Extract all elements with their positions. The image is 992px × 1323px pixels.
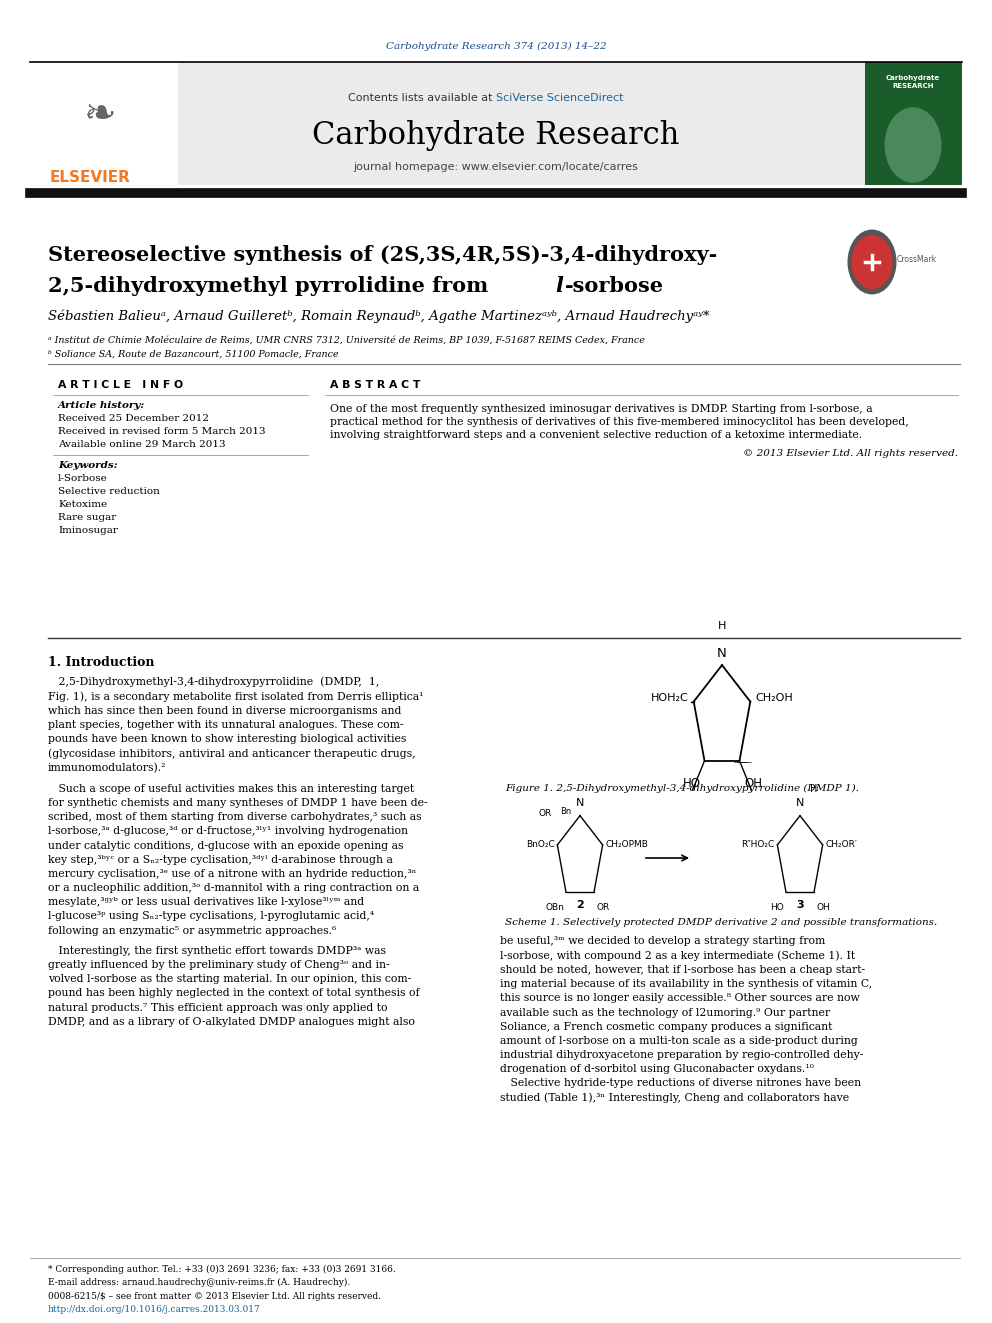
Text: Ketoxime: Ketoxime bbox=[58, 500, 107, 509]
Text: CH₂OPMB: CH₂OPMB bbox=[605, 840, 649, 849]
Text: N: N bbox=[717, 647, 727, 660]
Text: SciVerse ScienceDirect: SciVerse ScienceDirect bbox=[496, 93, 624, 103]
Text: CH₂OH: CH₂OH bbox=[755, 693, 793, 703]
Text: H: H bbox=[718, 620, 726, 631]
Text: BnO₂C: BnO₂C bbox=[526, 840, 555, 849]
Text: involving straightforward steps and a convenient selective reduction of a ketoxi: involving straightforward steps and a co… bbox=[330, 430, 862, 441]
Text: Contents lists available at: Contents lists available at bbox=[348, 93, 496, 103]
Text: Iminosugar: Iminosugar bbox=[58, 527, 118, 534]
Text: Article history:: Article history: bbox=[58, 401, 145, 410]
Text: Stereoselective synthesis of (2S,3S,4R,5S)-3,4-dihydroxy-: Stereoselective synthesis of (2S,3S,4R,5… bbox=[48, 245, 717, 265]
Circle shape bbox=[852, 235, 892, 288]
Text: Carbohydrate Research: Carbohydrate Research bbox=[312, 120, 680, 151]
Text: HOH₂C: HOH₂C bbox=[651, 693, 688, 703]
Text: 1. Introduction: 1. Introduction bbox=[48, 656, 155, 669]
Text: HO: HO bbox=[682, 777, 700, 790]
Text: Such a scope of useful activities makes this an interesting target
for synthetic: Such a scope of useful activities makes … bbox=[48, 785, 428, 935]
FancyBboxPatch shape bbox=[30, 62, 178, 185]
Circle shape bbox=[848, 230, 896, 294]
Text: 0008-6215/$ – see front matter © 2013 Elsevier Ltd. All rights reserved.: 0008-6215/$ – see front matter © 2013 El… bbox=[48, 1293, 381, 1301]
Text: R″HO₂C: R″HO₂C bbox=[741, 840, 775, 849]
Text: l-Sorbose: l-Sorbose bbox=[58, 474, 108, 483]
Text: H: H bbox=[809, 785, 817, 795]
Text: Figure 1. 2,5-Dihydroxymethyl-3,4-dihydroxypyrrolidine (DMDP 1).: Figure 1. 2,5-Dihydroxymethyl-3,4-dihydr… bbox=[505, 785, 859, 792]
Text: OR: OR bbox=[597, 902, 610, 912]
Text: © 2013 Elsevier Ltd. All rights reserved.: © 2013 Elsevier Ltd. All rights reserved… bbox=[743, 448, 958, 458]
Text: E-mail address: arnaud.haudrechy@univ-reims.fr (A. Haudrechy).: E-mail address: arnaud.haudrechy@univ-re… bbox=[48, 1278, 350, 1287]
Text: Sébastien Balieuᵃ, Arnaud Guilleretᵇ, Romain Reynaudᵇ, Agathe Martinezᵃʸᵇ, Arnau: Sébastien Balieuᵃ, Arnaud Guilleretᵇ, Ro… bbox=[48, 310, 709, 324]
Text: Available online 29 March 2013: Available online 29 March 2013 bbox=[58, 441, 225, 448]
Text: Scheme 1. Selectively protected DMDP derivative 2 and possible transformations.: Scheme 1. Selectively protected DMDP der… bbox=[505, 918, 937, 927]
Text: -sorbose: -sorbose bbox=[565, 277, 664, 296]
Text: A R T I C L E   I N F O: A R T I C L E I N F O bbox=[58, 380, 184, 390]
Text: ᵇ Soliance SA, Route de Bazancourt, 51100 Pomacle, France: ᵇ Soliance SA, Route de Bazancourt, 5110… bbox=[48, 351, 338, 359]
Text: One of the most frequently synthesized iminosugar derivatives is DMDP. Starting : One of the most frequently synthesized i… bbox=[330, 404, 873, 414]
Text: * Corresponding author. Tel.: +33 (0)3 2691 3236; fax: +33 (0)3 2691 3166.: * Corresponding author. Tel.: +33 (0)3 2… bbox=[48, 1265, 396, 1274]
Text: 3: 3 bbox=[797, 900, 804, 910]
Text: N: N bbox=[575, 798, 584, 808]
Text: Rare sugar: Rare sugar bbox=[58, 513, 116, 523]
FancyBboxPatch shape bbox=[30, 62, 962, 185]
Text: 2,5-Dihydroxymethyl-3,4-dihydroxypyrrolidine  (DMDP,  1,
Fig. 1), is a secondary: 2,5-Dihydroxymethyl-3,4-dihydroxypyrroli… bbox=[48, 676, 424, 774]
Text: HO: HO bbox=[770, 902, 784, 912]
Text: Interestingly, the first synthetic effort towards DMDP³ᵃ was
greatly influenced : Interestingly, the first synthetic effor… bbox=[48, 946, 420, 1027]
Text: Selective hydride-type reductions of diverse nitrones have been
studied (Table 1: Selective hydride-type reductions of div… bbox=[500, 1078, 861, 1103]
Text: practical method for the synthesis of derivatives of this five-membered iminocyc: practical method for the synthesis of de… bbox=[330, 417, 909, 427]
Text: l: l bbox=[555, 277, 562, 296]
Text: OH: OH bbox=[817, 902, 830, 912]
Text: OH: OH bbox=[744, 777, 763, 790]
Text: CrossMark: CrossMark bbox=[897, 255, 937, 265]
Text: 2,5-dihydroxymethyl pyrrolidine from: 2,5-dihydroxymethyl pyrrolidine from bbox=[48, 277, 495, 296]
Text: http://dx.doi.org/10.1016/j.carres.2013.03.017: http://dx.doi.org/10.1016/j.carres.2013.… bbox=[48, 1304, 261, 1314]
Circle shape bbox=[885, 108, 940, 183]
Text: Bn: Bn bbox=[559, 807, 571, 816]
FancyBboxPatch shape bbox=[865, 62, 962, 185]
Text: OBn: OBn bbox=[546, 902, 564, 912]
Text: be useful,³ᵐ we decided to develop a strategy starting from
l-sorbose, with comp: be useful,³ᵐ we decided to develop a str… bbox=[500, 935, 872, 1074]
Text: Received 25 December 2012: Received 25 December 2012 bbox=[58, 414, 209, 423]
Text: A B S T R A C T: A B S T R A C T bbox=[330, 380, 421, 390]
Text: Carbohydrate
RESEARCH: Carbohydrate RESEARCH bbox=[886, 75, 940, 89]
Text: OR: OR bbox=[539, 808, 553, 818]
Text: ᵃ Institut de Chimie Moléculaire de Reims, UMR CNRS 7312, Université de Reims, B: ᵃ Institut de Chimie Moléculaire de Reim… bbox=[48, 336, 645, 345]
Text: 2: 2 bbox=[576, 900, 584, 910]
Text: ❧: ❧ bbox=[83, 97, 116, 134]
Text: Received in revised form 5 March 2013: Received in revised form 5 March 2013 bbox=[58, 427, 266, 437]
Text: CH₂OR′: CH₂OR′ bbox=[825, 840, 857, 849]
Text: ELSEVIER: ELSEVIER bbox=[50, 169, 131, 185]
Text: Keywords:: Keywords: bbox=[58, 460, 118, 470]
Text: N: N bbox=[796, 798, 805, 808]
Text: Carbohydrate Research 374 (2013) 14–22: Carbohydrate Research 374 (2013) 14–22 bbox=[386, 42, 606, 52]
Text: journal homepage: www.elsevier.com/locate/carres: journal homepage: www.elsevier.com/locat… bbox=[353, 161, 639, 172]
Text: Selective reduction: Selective reduction bbox=[58, 487, 160, 496]
